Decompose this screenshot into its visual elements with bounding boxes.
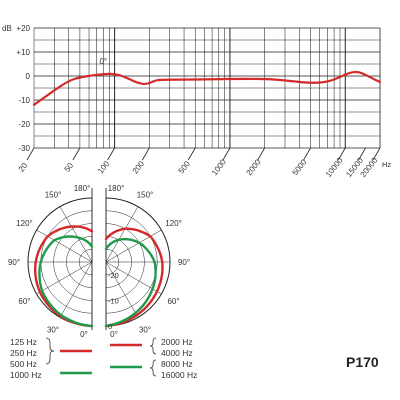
frequency-series (32, 70, 382, 106)
x-axis-label: Hz (382, 160, 391, 169)
polar-angle-label: 0° (110, 330, 118, 339)
polar-spoke (105, 261, 139, 318)
x-tick-label: 500 (177, 159, 193, 175)
polar-spoke (36, 229, 93, 263)
polar-pattern-line (104, 237, 157, 328)
polar-angle-label: 30° (47, 326, 59, 335)
polar-labels: 180° 150° 120° 90° 60° 30° 0° 180° 150° 120° 90° 60… (8, 184, 190, 339)
legend-item: 250 Hz (10, 348, 37, 358)
polar-angle-label: 0° (80, 330, 88, 339)
polar-pattern-chart: 180° 150° 120° 90° 60° 30° 0° 180° 150° 120° 90° 60… (8, 184, 190, 339)
x-tick-label: 5000 (291, 157, 309, 177)
polar-radial-label: 0 (108, 322, 112, 331)
legend-swatches (45, 337, 157, 377)
polar-spoke (59, 261, 93, 318)
legend-item: 1000 Hz (10, 370, 42, 380)
x-tick-mark (303, 147, 311, 161)
legend-item: 4000 Hz (161, 348, 193, 358)
legend-brace (149, 359, 157, 377)
polar-angle-label: 90° (178, 258, 190, 267)
legend-brace (149, 337, 157, 355)
polar-spoke (59, 206, 93, 263)
polar-angle-label: 120° (16, 219, 33, 228)
legend-item: 2000 Hz (161, 337, 193, 347)
polar-spoke (105, 229, 162, 263)
x-tick-mark (72, 147, 81, 161)
polar-angle-label: 60° (18, 297, 30, 306)
frequency-axes (26, 147, 381, 161)
polar-pattern-line (34, 225, 94, 328)
polar-angle-label: 150° (45, 190, 62, 199)
x-tick-label: 50 (63, 161, 76, 174)
frequency-response-line (32, 70, 382, 106)
x-tick-mark (141, 147, 150, 161)
x-tick-label: 100 (96, 159, 112, 175)
legend-brace (45, 337, 55, 365)
x-tick-mark (372, 147, 381, 161)
x-tick-mark (222, 147, 231, 161)
y-axis-label: dB (2, 24, 12, 33)
x-tick-label: 10000 (324, 155, 345, 179)
legend-left-red: 125 Hz 250 Hz 500 Hz (10, 337, 37, 370)
x-tick-label: 2000 (245, 157, 263, 177)
x-tick-mark (187, 147, 196, 161)
polar-spoke (105, 206, 139, 263)
product-name: P170 (346, 354, 379, 370)
polar-angle-label: 90° (8, 258, 20, 267)
polar-angle-label: 150° (137, 190, 154, 199)
x-tick-mark (26, 147, 35, 161)
x-tick-mark (337, 147, 346, 161)
frequency-grid (33, 27, 381, 149)
polar-angle-label: 180° (108, 184, 125, 193)
polar-angle-label: 120° (165, 219, 182, 228)
polar-angle-label: 30° (139, 326, 151, 335)
legend-item: 125 Hz (10, 337, 37, 347)
legend-right-green: 8000 Hz 16000 Hz (161, 359, 197, 381)
x-tick-label: 20 (17, 161, 30, 174)
polar-grid (27, 188, 171, 330)
x-tick-label: 200 (131, 159, 147, 175)
polar-radial-label: -10 (108, 296, 119, 305)
x-tick-mark (257, 147, 266, 161)
polar-angle-label: 60° (167, 297, 179, 306)
polar-pattern-line (38, 235, 94, 328)
polar-series (34, 225, 164, 328)
polar-spoke (36, 261, 93, 295)
y-tick-label: +20 (16, 24, 30, 33)
legend-item: 8000 Hz (161, 359, 193, 369)
frequency-labels: +20 +10 0 -10 -20 -30 dB 20 50 100 200 500 1000 2000 5… (2, 24, 391, 179)
x-tick-label: 1000 (210, 157, 228, 177)
legend-left-green: 1000 Hz (10, 370, 42, 381)
y-tick-label: 0 (26, 72, 31, 81)
legend-item: 16000 Hz (161, 370, 198, 380)
legend-right-red: 2000 Hz 4000 Hz (161, 337, 193, 359)
y-tick-label: -20 (18, 120, 30, 129)
curve-annotation: 0° (99, 57, 107, 66)
x-tick-mark (107, 147, 115, 161)
polar-angle-label: 180° (74, 184, 91, 193)
y-tick-label: +10 (16, 48, 30, 57)
y-tick-label: -30 (18, 144, 30, 153)
polar-radial-label: -20 (108, 271, 119, 280)
polar-pattern-line (104, 227, 164, 328)
y-tick-label: -10 (18, 96, 30, 105)
frequency-response-chart: +20 +10 0 -10 -20 -30 dB 20 50 100 200 500 1000 2000 5… (2, 24, 391, 179)
x-tick-mark (358, 147, 366, 161)
legend-item: 500 Hz (10, 359, 37, 369)
